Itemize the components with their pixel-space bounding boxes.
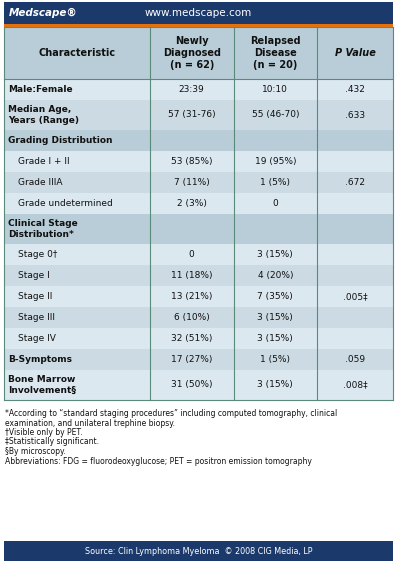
- Text: Abbreviations: FDG = fluorodeoxyglucose; PET = positron emission tomography: Abbreviations: FDG = fluorodeoxyglucose;…: [5, 457, 312, 466]
- Text: B-Symptoms: B-Symptoms: [8, 355, 72, 364]
- Text: Grade I + II: Grade I + II: [18, 157, 69, 166]
- Text: 2 (3%): 2 (3%): [177, 199, 206, 208]
- Text: P Value: P Value: [335, 48, 376, 58]
- Bar: [4, 151, 393, 172]
- Bar: [4, 286, 393, 307]
- Text: Stage IV: Stage IV: [18, 334, 56, 343]
- Text: 0: 0: [272, 199, 278, 208]
- Bar: [4, 328, 393, 349]
- Text: Grading Distribution: Grading Distribution: [8, 136, 112, 145]
- Bar: [4, 79, 393, 100]
- Text: www.medscape.com: www.medscape.com: [145, 8, 252, 18]
- Text: ‡Statistically significant.: ‡Statistically significant.: [5, 437, 99, 446]
- Bar: [4, 27, 393, 79]
- Text: Characteristic: Characteristic: [39, 48, 116, 58]
- Text: Median Age,
Years (Range): Median Age, Years (Range): [8, 105, 79, 125]
- Text: Relapsed
Disease
(n = 20): Relapsed Disease (n = 20): [250, 35, 301, 70]
- Text: 3 (15%): 3 (15%): [257, 250, 293, 259]
- Text: 55 (46-70): 55 (46-70): [252, 110, 299, 119]
- Text: Newly
Diagnosed
(n = 62): Newly Diagnosed (n = 62): [163, 35, 221, 70]
- Bar: [4, 2, 393, 24]
- Text: §By microscopy.: §By microscopy.: [5, 447, 66, 456]
- Text: Grade undetermined: Grade undetermined: [18, 199, 113, 208]
- Text: .008‡: .008‡: [343, 381, 367, 390]
- Text: Stage I: Stage I: [18, 271, 50, 280]
- Text: 7 (35%): 7 (35%): [257, 292, 293, 301]
- Text: Stage 0†: Stage 0†: [18, 250, 58, 259]
- Text: 1 (5%): 1 (5%): [260, 355, 290, 364]
- Bar: [4, 349, 393, 370]
- Text: 31 (50%): 31 (50%): [171, 381, 212, 390]
- Text: Male:Female: Male:Female: [8, 85, 73, 94]
- Bar: [4, 265, 393, 286]
- Text: 23:39: 23:39: [179, 85, 204, 94]
- Text: 13 (21%): 13 (21%): [171, 292, 212, 301]
- Text: 57 (31-76): 57 (31-76): [168, 110, 216, 119]
- Text: Clinical Stage
Distribution*: Clinical Stage Distribution*: [8, 219, 78, 239]
- Bar: [4, 307, 393, 328]
- Bar: [4, 541, 393, 561]
- Bar: [4, 193, 393, 214]
- Text: †Visible only by PET.: †Visible only by PET.: [5, 428, 83, 437]
- Text: 6 (10%): 6 (10%): [174, 313, 210, 322]
- Text: *According to “standard staging procedures” including computed tomography, clini: *According to “standard staging procedur…: [5, 409, 337, 418]
- Text: .059: .059: [345, 355, 365, 364]
- Bar: [4, 370, 393, 400]
- Text: 3 (15%): 3 (15%): [257, 313, 293, 322]
- Text: .633: .633: [345, 110, 365, 119]
- Bar: [4, 214, 393, 244]
- Bar: [4, 100, 393, 130]
- Text: 4 (20%): 4 (20%): [258, 271, 293, 280]
- Text: 3 (15%): 3 (15%): [257, 381, 293, 390]
- Text: 1 (5%): 1 (5%): [260, 178, 290, 187]
- Text: Bone Marrow
Involvement§: Bone Marrow Involvement§: [8, 375, 76, 395]
- Text: 53 (85%): 53 (85%): [171, 157, 212, 166]
- Text: 32 (51%): 32 (51%): [171, 334, 212, 343]
- Text: .432: .432: [345, 85, 365, 94]
- Text: 3 (15%): 3 (15%): [257, 334, 293, 343]
- Bar: [4, 24, 393, 27]
- Text: Stage III: Stage III: [18, 313, 55, 322]
- Text: 0: 0: [189, 250, 195, 259]
- Text: Grade IIIA: Grade IIIA: [18, 178, 62, 187]
- Text: Source: Clin Lymphoma Myeloma  © 2008 CIG Media, LP: Source: Clin Lymphoma Myeloma © 2008 CIG…: [85, 547, 312, 556]
- Text: .672: .672: [345, 178, 365, 187]
- Text: 11 (18%): 11 (18%): [171, 271, 212, 280]
- Text: Stage II: Stage II: [18, 292, 52, 301]
- Text: examination, and unilateral trephine biopsy.: examination, and unilateral trephine bio…: [5, 418, 175, 427]
- Text: 19 (95%): 19 (95%): [254, 157, 296, 166]
- Text: 17 (27%): 17 (27%): [171, 355, 212, 364]
- Text: 7 (11%): 7 (11%): [174, 178, 210, 187]
- Text: 10:10: 10:10: [262, 85, 288, 94]
- Text: .005‡: .005‡: [343, 292, 367, 301]
- Text: Medscape®: Medscape®: [9, 8, 78, 18]
- Bar: [4, 172, 393, 193]
- Bar: [4, 244, 393, 265]
- Bar: [4, 130, 393, 151]
